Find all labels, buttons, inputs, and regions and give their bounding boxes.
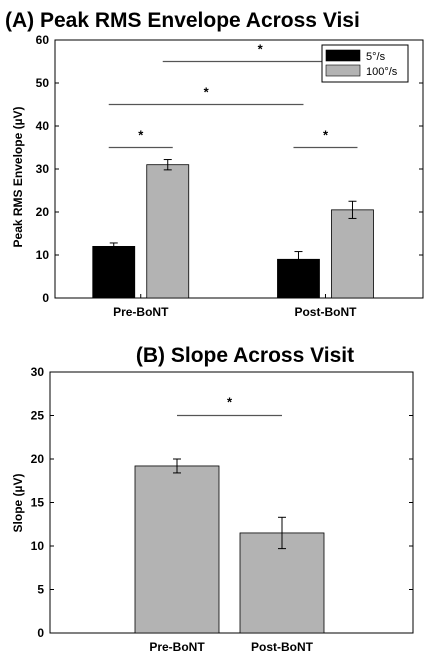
chart-b-significance-marker: * xyxy=(227,395,233,410)
chart-a-y-tick-label: 50 xyxy=(36,76,50,90)
chart-a-bar xyxy=(92,245,136,299)
chart-a-y-tick-label: 10 xyxy=(36,248,50,262)
chart-a-x-tick-label: Post-BoNT xyxy=(294,305,357,319)
chart-a-significance-marker: * xyxy=(138,128,144,143)
chart-a-significance-marker: * xyxy=(258,42,264,57)
chart-b-y-tick-label: 15 xyxy=(31,496,45,510)
chart-b-plot-frame xyxy=(49,371,414,634)
chart-a-y-tick-label: 30 xyxy=(36,162,50,176)
chart-a-legend-label: 5°/s xyxy=(366,51,386,63)
chart-b-y-tick-label: 0 xyxy=(37,626,44,640)
chart-a-significance-marker: * xyxy=(323,128,329,143)
chart-b-y-tick-label: 5 xyxy=(37,583,44,597)
chart-b-y-tick-label: 10 xyxy=(31,539,45,553)
chart-a-y-tick-label: 0 xyxy=(42,291,49,305)
chart-a-significance-marker: * xyxy=(204,85,210,100)
chart-b: 0 5 10 15 20 25 30 Pre-BoNT Post-BoNT * xyxy=(31,365,414,654)
chart-a-title: (A) Peak RMS Envelope Across Visi xyxy=(5,9,360,32)
chart-a-legend-label: 100°/s xyxy=(366,66,398,78)
chart-b-y-tick-label: 25 xyxy=(31,409,45,423)
chart-b-x-tick-label: Pre-BoNT xyxy=(149,640,205,654)
chart-b-x-tick-label: Post-BoNT xyxy=(251,640,314,654)
chart-a-y-axis-label: Peak RMS Envelope (µV) xyxy=(11,107,25,248)
chart-a-bar xyxy=(146,164,190,299)
chart-a-legend-swatch xyxy=(325,49,361,62)
chart-b-bar xyxy=(239,532,325,634)
chart-a-y-tick-label: 20 xyxy=(36,205,50,219)
chart-b-y-tick-label: 30 xyxy=(31,365,45,379)
chart-a: 0 10 20 30 40 50 60 Pre-BoNT Post-BoNT * * * * 5°/s 10… xyxy=(36,33,424,319)
chart-b-y-axis-label: Slope (µV) xyxy=(11,474,25,533)
chart-a-x-tick-label: Pre-BoNT xyxy=(113,305,169,319)
chart-a-y-tick-label: 60 xyxy=(36,33,50,47)
chart-a-legend-swatch xyxy=(325,64,361,77)
chart-b-y-tick-label: 20 xyxy=(31,452,45,466)
chart-a-y-tick-label: 40 xyxy=(36,119,50,133)
chart-b-title: (B) Slope Across Visit xyxy=(136,344,354,367)
chart-a-bar xyxy=(331,209,374,299)
chart-b-bar xyxy=(134,465,220,634)
